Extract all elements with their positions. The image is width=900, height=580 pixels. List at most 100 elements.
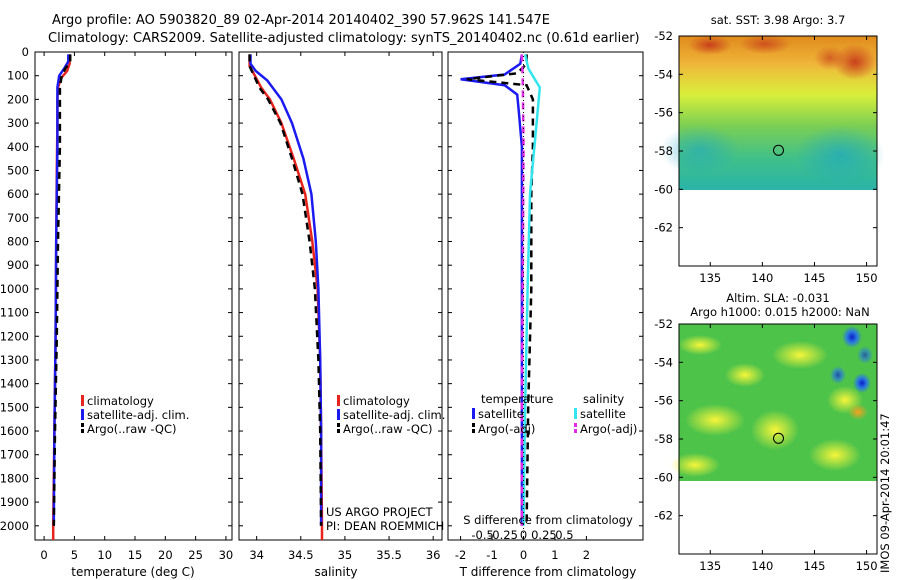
lon-tick-label: 145 bbox=[803, 559, 825, 573]
temperature-axis-ticks: 0 5 10 15 20 25 30 bbox=[40, 52, 233, 562]
legend-label: satellite bbox=[478, 407, 524, 421]
sst-map-ticks: -52 -54 -56 -58 -60 -62 135 140 145 150 bbox=[654, 29, 877, 285]
lat-tick-label: -62 bbox=[654, 221, 673, 235]
sst-map: sat. SST: 3.98 Argo: 3.7 -52 -54 -56 -58 -60… bbox=[654, 13, 885, 285]
pi-credit: PI: DEAN ROEMMICH bbox=[326, 519, 444, 533]
difference-panel: -2 -1 0 1 2 -0.5-0.25 0 0.250.5 S difference fr… bbox=[447, 51, 644, 579]
depth-tick-label: 1200 bbox=[0, 329, 29, 343]
t-diff-tick-label: 1 bbox=[551, 548, 558, 562]
lat-tick-label: -62 bbox=[654, 509, 673, 523]
legend-label: satellite bbox=[580, 407, 626, 421]
lon-tick-label: 140 bbox=[751, 271, 773, 285]
x-tick-label: 0 bbox=[40, 548, 47, 562]
legend-label: Argo(-adj) bbox=[580, 422, 637, 436]
sst-field bbox=[660, 34, 885, 190]
legend-swatch bbox=[81, 429, 84, 433]
legend-label: satellite-adj. clim. bbox=[343, 408, 445, 422]
x-tick-label: 35.5 bbox=[376, 548, 402, 562]
x-tick-label: 15 bbox=[128, 548, 143, 562]
depth-tick-label: 1900 bbox=[0, 495, 29, 509]
x-tick-label: 34.5 bbox=[288, 548, 314, 562]
depth-tick-label: 100 bbox=[7, 69, 29, 83]
legend-swatch bbox=[337, 423, 340, 427]
s-diff-tick-label: 0.25 bbox=[531, 528, 557, 542]
figure-title-line1: Argo profile: AO 5903820_89 02-Apr-2014 … bbox=[52, 13, 550, 28]
depth-tick-label: 1400 bbox=[0, 377, 29, 391]
sla-map-ticks: -52 -54 -56 -58 -60 -62 135 140 145 150 bbox=[654, 317, 877, 573]
t-diff-tick-label: 0 bbox=[520, 548, 527, 562]
salinity-axis-label: salinity bbox=[314, 565, 357, 579]
difference-depth-ticks bbox=[448, 51, 643, 527]
depth-tick-label: 900 bbox=[7, 258, 29, 272]
difference-axis-ticks: -2 -1 0 1 2 -0.5-0.25 0 0.250.5 bbox=[455, 528, 590, 562]
lat-tick-label: -54 bbox=[654, 355, 673, 369]
depth-tick-label: 700 bbox=[7, 211, 29, 225]
depth-tick-label: 200 bbox=[7, 92, 29, 106]
x-tick-label: 5 bbox=[71, 548, 78, 562]
x-tick-label: 10 bbox=[97, 548, 112, 562]
imos-timestamp: IMOS 09-Apr-2014 20:01:47 bbox=[878, 413, 892, 573]
lat-tick-label: -58 bbox=[654, 144, 673, 158]
s-diff-tick-label: 0.5 bbox=[555, 528, 573, 542]
legend-swatch bbox=[81, 395, 84, 406]
depth-tick-label: 1500 bbox=[0, 400, 29, 414]
lat-tick-label: -52 bbox=[654, 317, 673, 331]
temperature-plot-area bbox=[34, 51, 233, 541]
legend-swatch bbox=[472, 423, 475, 427]
series-line-argo-adj- bbox=[466, 54, 535, 526]
legend-label: Argo(..raw -QC) bbox=[87, 422, 177, 436]
lat-tick-label: -58 bbox=[654, 432, 673, 446]
sla-map-title: Altim. SLA: -0.031 bbox=[726, 291, 830, 305]
temperature-series bbox=[51, 54, 72, 540]
figure-title-line2: Climatology: CARS2009. Satellite-adjuste… bbox=[48, 31, 640, 46]
lat-tick-label: -60 bbox=[654, 470, 673, 484]
legend-label: climatology bbox=[343, 394, 410, 408]
lon-tick-label: 135 bbox=[699, 559, 721, 573]
sst-map-title: sat. SST: 3.98 Argo: 3.7 bbox=[711, 13, 846, 27]
salinity-depth-ticks bbox=[239, 51, 442, 527]
difference-plot-area bbox=[447, 51, 644, 541]
lat-tick-label: -60 bbox=[654, 182, 673, 196]
legend-swatch bbox=[472, 429, 475, 433]
legend-swatch bbox=[472, 408, 475, 419]
depth-tick-label: 1300 bbox=[0, 353, 29, 367]
series-line-argo-adj- bbox=[520, 54, 525, 526]
sla-map: Altim. SLA: -0.031 Argo h1000: 0.015 h20… bbox=[654, 291, 877, 573]
legend-label: Argo(..raw -QC) bbox=[343, 422, 433, 436]
depth-tick-label: 1600 bbox=[0, 424, 29, 438]
depth-tick-label: 1800 bbox=[0, 471, 29, 485]
salinity-plot-area bbox=[238, 51, 443, 541]
x-tick-label: 30 bbox=[219, 548, 234, 562]
legend-swatch bbox=[81, 423, 84, 427]
temperature-axis-label: temperature (deg C) bbox=[71, 565, 194, 579]
depth-tick-label: 2000 bbox=[0, 519, 29, 533]
depth-tick-label: 1100 bbox=[0, 306, 29, 320]
s-diff-tick-label: -0.25 bbox=[488, 528, 518, 542]
x-tick-label: 36 bbox=[426, 548, 441, 562]
legend-swatch bbox=[574, 429, 577, 433]
legend-swatch bbox=[574, 408, 577, 419]
s-diff-tick-label: 0 bbox=[520, 528, 527, 542]
lat-tick-label: -54 bbox=[654, 67, 673, 81]
sla-map-subtitle: Argo h1000: 0.015 h2000: NaN bbox=[690, 305, 869, 319]
legend-swatch bbox=[574, 423, 577, 427]
lon-tick-label: 135 bbox=[699, 271, 721, 285]
lat-tick-label: -52 bbox=[654, 29, 673, 43]
lon-tick-label: 140 bbox=[751, 559, 773, 573]
legend-swatch bbox=[81, 409, 84, 420]
series-line-argo-raw-qc- bbox=[248, 54, 323, 526]
t-difference-axis-label: T difference from climatology bbox=[459, 565, 637, 579]
salinity-series bbox=[248, 54, 324, 540]
sst-argo-marker bbox=[773, 144, 784, 156]
legend-label: satellite-adj. clim. bbox=[87, 408, 189, 422]
salinity-axis-ticks: 34 34.5 35 35.5 36 bbox=[249, 52, 440, 562]
depth-tick-label: 1000 bbox=[0, 282, 29, 296]
salinity-panel: 34 34.5 35 35.5 36 salinity climatologysatel… bbox=[238, 51, 445, 579]
legend-swatch bbox=[337, 409, 340, 420]
difference-series bbox=[460, 52, 542, 540]
depth-axis-ticks: 0 100 200 300 400 500 600 700 800 900 1000 1100 1200… bbox=[0, 45, 232, 533]
x-tick-label: 34 bbox=[249, 548, 264, 562]
depth-tick-label: 0 bbox=[22, 45, 29, 59]
